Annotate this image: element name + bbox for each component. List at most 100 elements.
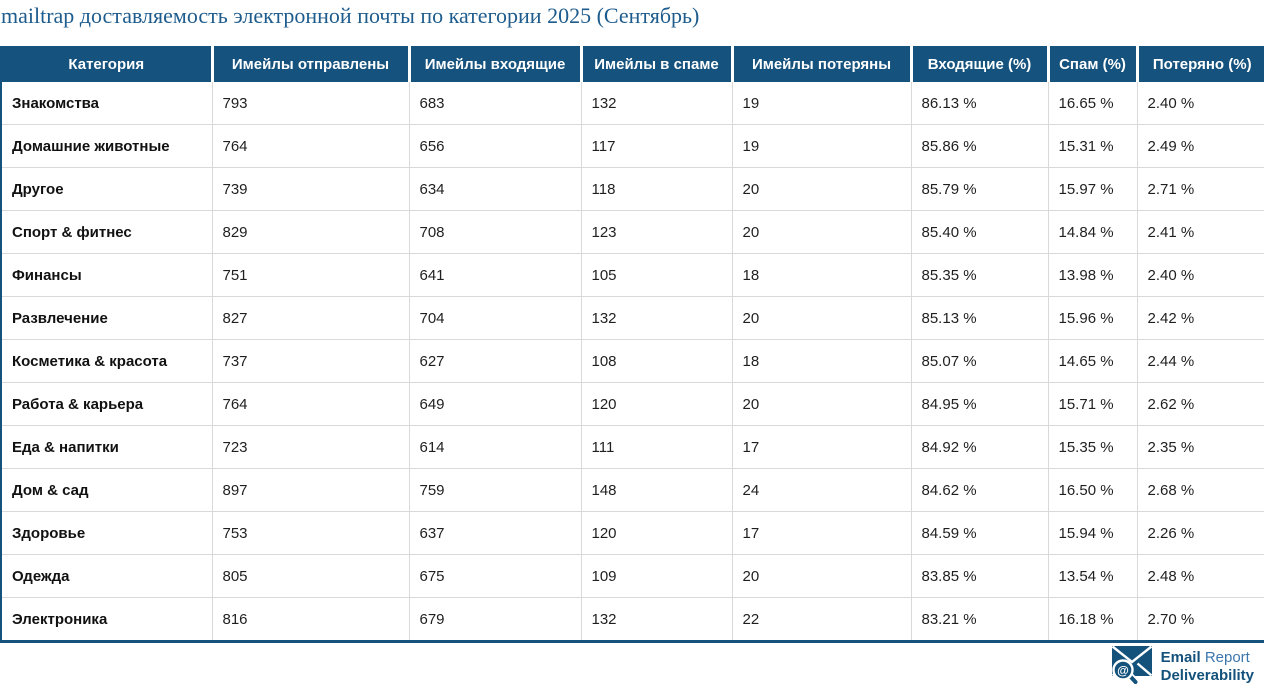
page-title: mailtrap доставляемость электронной почт…: [1, 3, 700, 28]
value-cell: 16.50 %: [1047, 468, 1137, 512]
value-cell: 679: [408, 597, 581, 640]
value-cell: 109: [580, 554, 732, 598]
value-cell: 24: [731, 468, 911, 512]
deliverability-table: Категория Имейлы отправлены Имейлы входящи…: [2, 46, 1264, 640]
column-header: Имейлы входящие: [407, 46, 581, 82]
value-cell: 85.40 %: [910, 210, 1048, 254]
table-row: Домашние животные 764 656 117 19 85.86 % 15.31…: [2, 124, 1264, 168]
value-cell: 84.92 %: [910, 425, 1048, 469]
value-cell: 19: [731, 124, 911, 168]
table-row: Дом & сад 897 759 148 24 84.62 % 16.50 % 2.68 %: [2, 468, 1264, 512]
value-cell: 18: [731, 339, 911, 383]
svg-text:@: @: [1117, 664, 1129, 678]
value-cell: 2.35 %: [1136, 425, 1264, 469]
value-cell: 805: [211, 554, 409, 598]
value-cell: 2.68 %: [1136, 468, 1264, 512]
value-cell: 753: [211, 511, 409, 555]
column-header: Имейлы потеряны: [730, 46, 911, 82]
value-cell: 2.40 %: [1136, 253, 1264, 297]
value-cell: 132: [580, 296, 732, 340]
value-cell: 739: [211, 167, 409, 211]
category-cell: Еда & напитки: [2, 425, 212, 469]
logo-text: Email Report Deliverability: [1161, 649, 1254, 685]
value-cell: 2.49 %: [1136, 124, 1264, 168]
value-cell: 2.71 %: [1136, 167, 1264, 211]
value-cell: 85.07 %: [910, 339, 1048, 383]
value-cell: 13.98 %: [1047, 253, 1137, 297]
value-cell: 83.21 %: [910, 597, 1048, 640]
envelope-magnifier-at-icon: @: [1110, 644, 1154, 689]
value-cell: 132: [580, 82, 732, 125]
category-cell: Спорт & фитнес: [2, 210, 212, 254]
value-cell: 18: [731, 253, 911, 297]
table-row: Работа & карьера 764 649 120 20 84.95 % 15.71 …: [2, 382, 1264, 426]
value-cell: 764: [211, 382, 409, 426]
category-cell: Другое: [2, 167, 212, 211]
value-cell: 84.62 %: [910, 468, 1048, 512]
value-cell: 120: [580, 511, 732, 555]
value-cell: 649: [408, 382, 581, 426]
value-cell: 723: [211, 425, 409, 469]
value-cell: 2.70 %: [1136, 597, 1264, 640]
value-cell: 105: [580, 253, 732, 297]
value-cell: 20: [731, 382, 911, 426]
column-header: Имейлы в спаме: [579, 46, 732, 82]
value-cell: 683: [408, 82, 581, 125]
header-row: Категория Имейлы отправлены Имейлы входящи…: [2, 46, 1264, 82]
value-cell: 17: [731, 511, 911, 555]
value-cell: 83.85 %: [910, 554, 1048, 598]
value-cell: 20: [731, 554, 911, 598]
value-cell: 22: [731, 597, 911, 640]
value-cell: 634: [408, 167, 581, 211]
value-cell: 14.65 %: [1047, 339, 1137, 383]
column-header: Потеряно (%): [1135, 46, 1264, 82]
value-cell: 123: [580, 210, 732, 254]
value-cell: 816: [211, 597, 409, 640]
logo-word-deliverability: Deliverability: [1160, 666, 1254, 684]
value-cell: 13.54 %: [1047, 554, 1137, 598]
value-cell: 2.26 %: [1136, 511, 1264, 555]
value-cell: 751: [211, 253, 409, 297]
value-cell: 85.13 %: [910, 296, 1048, 340]
value-cell: 2.62 %: [1136, 382, 1264, 426]
value-cell: 827: [211, 296, 409, 340]
value-cell: 15.35 %: [1047, 425, 1137, 469]
category-cell: Дом & сад: [2, 468, 212, 512]
table-row: Косметика & красота 737 627 108 18 85.07 % 14.…: [2, 339, 1264, 383]
value-cell: 897: [211, 468, 409, 512]
value-cell: 2.44 %: [1136, 339, 1264, 383]
value-cell: 2.48 %: [1136, 554, 1264, 598]
value-cell: 15.94 %: [1047, 511, 1137, 555]
value-cell: 20: [731, 296, 911, 340]
value-cell: 118: [580, 167, 732, 211]
value-cell: 759: [408, 468, 581, 512]
value-cell: 2.41 %: [1136, 210, 1264, 254]
value-cell: 84.95 %: [910, 382, 1048, 426]
value-cell: 656: [408, 124, 581, 168]
table-row: Другое 739 634 118 20 85.79 % 15.97 % 2.71 %: [2, 167, 1264, 211]
value-cell: 117: [580, 124, 732, 168]
value-cell: 85.35 %: [910, 253, 1048, 297]
value-cell: 148: [580, 468, 732, 512]
value-cell: 764: [211, 124, 409, 168]
value-cell: 641: [408, 253, 581, 297]
category-cell: Электроника: [2, 597, 212, 640]
column-header: Имейлы отправлены: [210, 46, 409, 82]
table-row: Еда & напитки 723 614 111 17 84.92 % 15.35 % 2.…: [2, 425, 1264, 469]
value-cell: 16.18 %: [1047, 597, 1137, 640]
value-cell: 85.86 %: [910, 124, 1048, 168]
value-cell: 2.42 %: [1136, 296, 1264, 340]
value-cell: 15.71 %: [1047, 382, 1137, 426]
table-body: Знакомства 793 683 132 19 86.13 % 16.65 % 2.40 …: [2, 82, 1264, 640]
column-header: Спам (%): [1046, 46, 1137, 82]
value-cell: 84.59 %: [910, 511, 1048, 555]
value-cell: 86.13 %: [910, 82, 1048, 125]
value-cell: 15.97 %: [1047, 167, 1137, 211]
table-row: Спорт & фитнес 829 708 123 20 85.40 % 14.84 % 2…: [2, 210, 1264, 254]
value-cell: 111: [580, 425, 732, 469]
table-row: Знакомства 793 683 132 19 86.13 % 16.65 % 2.40 …: [2, 82, 1264, 125]
category-cell: Финансы: [2, 253, 212, 297]
value-cell: 120: [580, 382, 732, 426]
table-row: Одежда 805 675 109 20 83.85 % 13.54 % 2.48 %: [2, 554, 1264, 598]
